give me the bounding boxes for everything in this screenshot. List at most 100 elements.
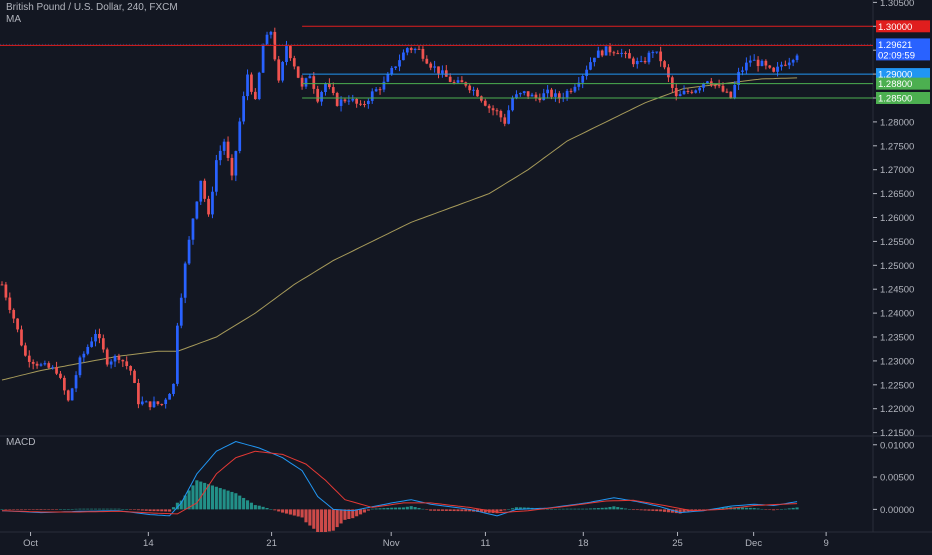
macd-histogram-bar	[4, 509, 8, 510]
candle	[382, 76, 386, 93]
candle-body	[35, 363, 39, 366]
candle-body	[137, 382, 140, 405]
macd-histogram-bar	[144, 509, 148, 511]
macd-histogram-bar	[152, 509, 156, 512]
level-price-tag[interactable]	[876, 91, 930, 104]
candle-body	[300, 77, 304, 87]
candle-body	[425, 58, 429, 64]
candle-body	[764, 60, 768, 66]
candle	[795, 53, 799, 63]
candle	[43, 360, 47, 366]
macd-histogram-bar	[577, 508, 581, 510]
macd-histogram-bar	[518, 507, 522, 510]
macd-histogram-bar	[168, 509, 172, 512]
candle	[94, 329, 97, 347]
time-axis-tick-label: 14	[143, 538, 154, 549]
candle	[522, 90, 526, 96]
macd-histogram-bar	[483, 509, 487, 513]
candle-body	[214, 160, 218, 192]
time-axis-tick-label: 18	[578, 538, 589, 549]
level-price-tag[interactable]	[876, 77, 930, 90]
candle	[269, 30, 273, 39]
candle-body	[347, 100, 351, 102]
candle	[47, 361, 51, 369]
price-axis-tick-label: 1.22500	[880, 380, 914, 391]
candle	[300, 75, 304, 90]
candle	[460, 76, 464, 83]
candle-body	[620, 52, 624, 54]
macd-histogram-bar	[717, 507, 721, 510]
macd-histogram-bar	[596, 508, 600, 510]
candle	[246, 69, 249, 101]
macd-histogram-bar	[93, 508, 98, 510]
candle-body	[515, 94, 518, 99]
macd-histogram-bar	[140, 509, 144, 511]
macd-histogram-bar	[425, 509, 429, 510]
candle	[569, 88, 573, 94]
candle-body	[706, 81, 709, 84]
macd-histogram-bar	[444, 509, 448, 511]
candle-body	[468, 85, 472, 91]
candle	[211, 186, 214, 219]
macd-histogram-bar	[55, 509, 59, 510]
macd-histogram-bar	[27, 509, 31, 510]
macd-histogram-bar	[183, 495, 187, 510]
macd-histogram-bar	[776, 509, 780, 510]
macd-histogram-bar	[405, 506, 409, 510]
candle-body	[113, 355, 117, 362]
candle	[4, 281, 8, 301]
macd-histogram-bar	[31, 509, 35, 510]
candle	[20, 325, 23, 347]
macd-histogram-bar	[678, 509, 682, 514]
candle-body	[168, 393, 171, 400]
candle	[199, 180, 203, 206]
candle-body	[538, 98, 542, 101]
candle-body	[698, 87, 701, 91]
candle-body	[390, 67, 394, 75]
price-axis-tick-label: 1.24000	[880, 309, 914, 320]
candle	[600, 49, 604, 58]
candle	[187, 236, 191, 266]
candle	[125, 356, 129, 370]
bar-countdown-label: 02:09:59	[878, 50, 915, 61]
candle-body	[480, 96, 483, 101]
macd-indicator-label[interactable]: MACD	[6, 437, 36, 448]
candle-body	[702, 83, 705, 88]
macd-histogram-bar	[382, 508, 386, 510]
candle-body	[86, 346, 90, 354]
candle	[203, 178, 207, 202]
time-axis-tick-label: Nov	[383, 538, 400, 549]
macd-histogram-bar	[495, 509, 499, 514]
macd-histogram-bar	[561, 508, 565, 510]
level-price-tag[interactable]	[876, 20, 930, 33]
macd-histogram-bar	[592, 508, 596, 510]
ma-indicator-label[interactable]: MA	[6, 14, 21, 25]
candle	[682, 85, 686, 95]
candle	[557, 91, 561, 104]
candle	[12, 308, 16, 324]
macd-histogram-bar	[113, 508, 117, 510]
candle-body	[721, 85, 725, 92]
macd-histogram-bar	[651, 509, 655, 511]
macd-histogram-bar	[51, 509, 55, 510]
level-price-label: 1.28500	[878, 93, 912, 104]
candle	[312, 72, 316, 94]
chart-title: British Pound / U.S. Dollar, 240, FXCM	[6, 2, 178, 13]
candle-body	[776, 66, 779, 72]
candle	[542, 88, 546, 101]
candle-body	[207, 198, 210, 215]
macd-histogram-bar	[725, 507, 729, 510]
level-price-tag[interactable]	[876, 68, 930, 81]
candle-body	[289, 46, 292, 59]
candle-body	[542, 93, 546, 101]
candle-body	[24, 345, 27, 356]
macd-axis-tick-label: 0.00000	[880, 505, 914, 516]
candle-body	[59, 373, 62, 378]
candle-body	[499, 111, 503, 118]
candle-body	[596, 50, 600, 58]
time-axis-tick-label: 11	[480, 538, 490, 549]
candle	[413, 47, 417, 54]
candle	[316, 85, 320, 104]
candle-body	[101, 338, 105, 350]
